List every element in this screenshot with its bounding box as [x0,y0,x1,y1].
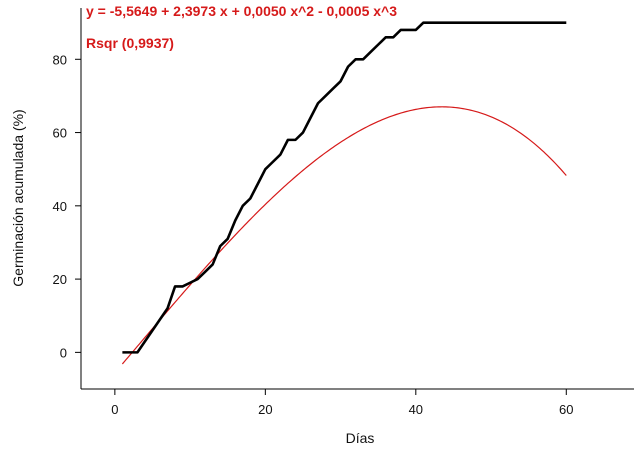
annotation-equation: y = -5,5649 + 2,3973 x + 0,0050 x^2 - 0,… [86,3,397,19]
y-tick-label: 60 [53,126,67,141]
y-tick-label: 80 [53,52,67,67]
series-layer [121,21,567,365]
series-observed-line [122,21,567,354]
y-tick-label: 20 [53,272,67,287]
series-fitted-curve [121,106,567,365]
x-tick-label: 40 [409,402,423,417]
plot-area [80,8,634,390]
y-tick-label: 40 [53,199,67,214]
y-tick-label: 0 [60,345,67,360]
annotation-rsqr: Rsqr (0,9937) [86,35,174,51]
x-axis-label: Días [346,430,375,446]
y-axis-ticks: 0 20 40 60 80 [53,52,81,360]
x-axis-ticks: 0 20 40 60 [111,389,574,417]
x-tick-label: 60 [559,402,573,417]
x-tick-label: 20 [258,402,272,417]
x-tick-label: 0 [111,402,118,417]
y-axis-label: Germinación acumulada (%) [10,109,26,286]
